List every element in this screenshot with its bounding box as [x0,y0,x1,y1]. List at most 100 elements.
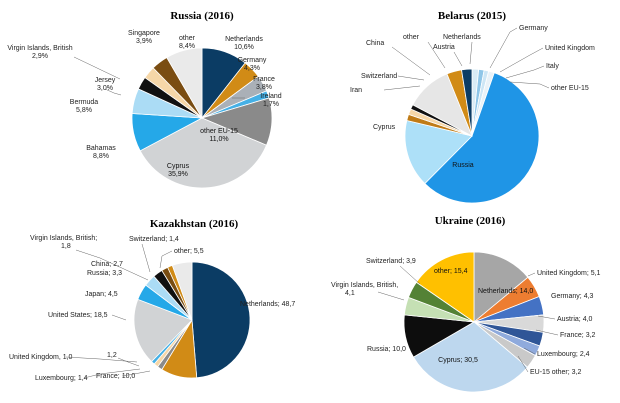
label-kazakhstan-uk: United Kingdom, 1,0 [9,354,73,361]
label-kazakhstan-luxembourg: Luxembourg; 1,4 [35,375,88,382]
leader-ukraine-france [535,329,559,336]
label-ukraine-netherlands: Netherlands; 14,0 [478,288,533,295]
leader-belarus-other-eu15 [509,81,550,89]
label-russia-bermuda: Bermuda 5,8% [70,99,99,114]
leader-belarus-other [427,41,446,69]
label-ukraine-eu15-other: EU-15 other; 3,2 [530,369,581,376]
label-ukraine-cyprus: Cyprus; 30,5 [438,357,478,364]
leaders-belarus [383,27,550,91]
leader-ukraine-luxembourg [523,347,536,355]
label-ukraine-austria: Austria; 4,0 [557,316,593,323]
label-ukraine-luxembourg: Luxembourg; 2,4 [537,351,590,358]
pie-slices-belarus [404,68,540,204]
leaders-russia [73,56,245,99]
leader-ukraine-uk [527,272,536,277]
labels-ukraine: Netherlands; 14,0 United Kingdom; 5,1 Ge… [331,258,601,376]
label-kazakhstan-france: France; 10,0 [96,373,135,380]
pie-slice-1-cyprus [404,119,473,185]
leader-kazakhstan-france [121,370,151,377]
leader-kazakhstan-uk [65,356,138,363]
leaders-ukraine [377,265,559,373]
label-kazakhstan-china: China; 2,7 [91,261,123,268]
label-belarus-uk: United Kingdom [545,45,595,52]
leader-ukraine-virgin-islands [377,291,405,301]
label-kazakhstan-other: other; 5,5 [174,248,204,255]
pie-slice-3-cyprus [412,321,529,393]
leader-belarus-switzerland [397,75,425,81]
leader-ukraine-switzerland [399,265,421,285]
pie-slices-kazakhstan [133,261,251,379]
leader-belarus-italy [505,65,545,79]
chart-russia: Russia (2016) Netherlands 10,6% Germany 4,… [7,10,282,189]
pie-slices-russia [131,47,273,189]
label-russia-other: other 8,4% [179,35,196,50]
leader-kazakhstan-virgin-islands [75,249,149,281]
chart-kazakhstan: Kazakhstan (2016) Netherlands; 48,7 Fran… [9,218,295,382]
label-ukraine-france: France; 3,2 [560,332,596,339]
leader-belarus-uk [499,47,544,73]
pie-slices-ukraine [403,251,545,393]
label-russia-cyprus: Cyprus 35,9% [167,163,190,178]
leader-kazakhstan-unnamed [117,357,140,367]
label-kazakhstan-unnamed: 1,2 [107,352,117,359]
leader-belarus-austria [453,51,463,67]
label-russia-bahamas: Bahamas 8,8% [86,145,116,160]
label-kazakhstan-netherlands: Netherlands; 48,7 [240,301,295,308]
label-belarus-russia: Russia [452,162,474,169]
label-ukraine-other: other; 15,4 [434,268,468,275]
leader-belarus-netherlands [469,41,473,65]
pie-slice-0-other [166,47,203,120]
leader-belarus-iran [383,85,421,91]
pie-slice-2-netherlands [191,261,251,379]
pie-slice-1-netherlands [461,68,473,137]
label-belarus-china: China [366,40,384,47]
chart-title-ukraine: Ukraine (2016) [435,215,506,227]
leader-kazakhstan-other [159,250,173,269]
pie-slice-2-other [171,261,193,321]
label-belarus-other: other [403,34,420,41]
label-russia-jersey: Jersey 3,0% [95,77,116,92]
label-ukraine-germany: Germany; 4,3 [551,293,594,300]
leader-belarus-germany [489,27,518,69]
label-russia-germany: Germany 4,3% [238,57,267,72]
label-russia-ireland: Ireland 1,7% [260,93,282,108]
label-belarus-iran: Iran [350,87,362,94]
pie-slice-3-other [415,251,475,323]
label-belarus-switzerland: Switzerland [361,73,397,80]
label-ukraine-switzerland: Switzerland; 3,9 [366,258,416,265]
leader-kazakhstan-luxembourg [83,368,141,379]
pie-slice-1-russia [424,72,540,204]
labels-russia: Netherlands 10,6% Germany 4,3% France 3,8% … [7,30,281,178]
leader-kazakhstan-switzerland [141,243,151,273]
leader-russia-jersey [104,88,122,96]
chart-title-kazakhstan: Kazakhstan (2016) [150,218,239,230]
label-belarus-other-eu15: other EU-15 [551,85,589,92]
chart-title-russia: Russia (2016) [170,10,234,22]
pie-slice-0-cyprus [139,117,267,189]
label-ukraine-virgin-islands: Virgin Islands, British, 4,1 [331,282,398,297]
label-russia-netherlands: Netherlands 10,6% [225,36,263,51]
label-russia-virgin-islands: Virgin Islands, British 2,9% [7,45,72,60]
leader-ukraine-eu15-other [517,355,529,373]
label-russia-singapore: Singapore 3,9% [128,30,160,45]
label-kazakhstan-switzerland: Switzerland; 1,4 [129,236,179,243]
labels-belarus: Germany United Kingdom Italy other EU-15… [350,25,595,169]
chart-belarus: Belarus (2015) Germany United Kingdom It… [350,10,595,204]
leader-belarus-china [391,46,431,76]
label-ukraine-uk: United Kingdom; 5,1 [537,270,601,277]
label-kazakhstan-russia: Russia; 3,3 [87,270,122,277]
label-kazakhstan-japan: Japan; 4,5 [85,291,118,298]
label-russia-other-eu15: other EU-15 11,0% [200,128,238,143]
label-kazakhstan-virgin-islands: Virgin Islands, British; 1,8 [30,235,97,250]
leader-kazakhstan-us [111,314,127,321]
label-belarus-germany: Germany [519,25,548,32]
label-belarus-netherlands: Netherlands [443,34,481,41]
chart-title-belarus: Belarus (2015) [438,10,506,22]
label-ukraine-russia: Russia; 10,0 [367,346,406,353]
leaders-kazakhstan [65,243,173,379]
label-russia-france: France 3,8% [253,76,275,91]
chart-ukraine: Ukraine (2016) Netherlands; 14,0 United … [331,215,601,393]
label-kazakhstan-us: United States; 18,5 [48,312,108,319]
label-belarus-cyprus: Cyprus [373,124,396,131]
